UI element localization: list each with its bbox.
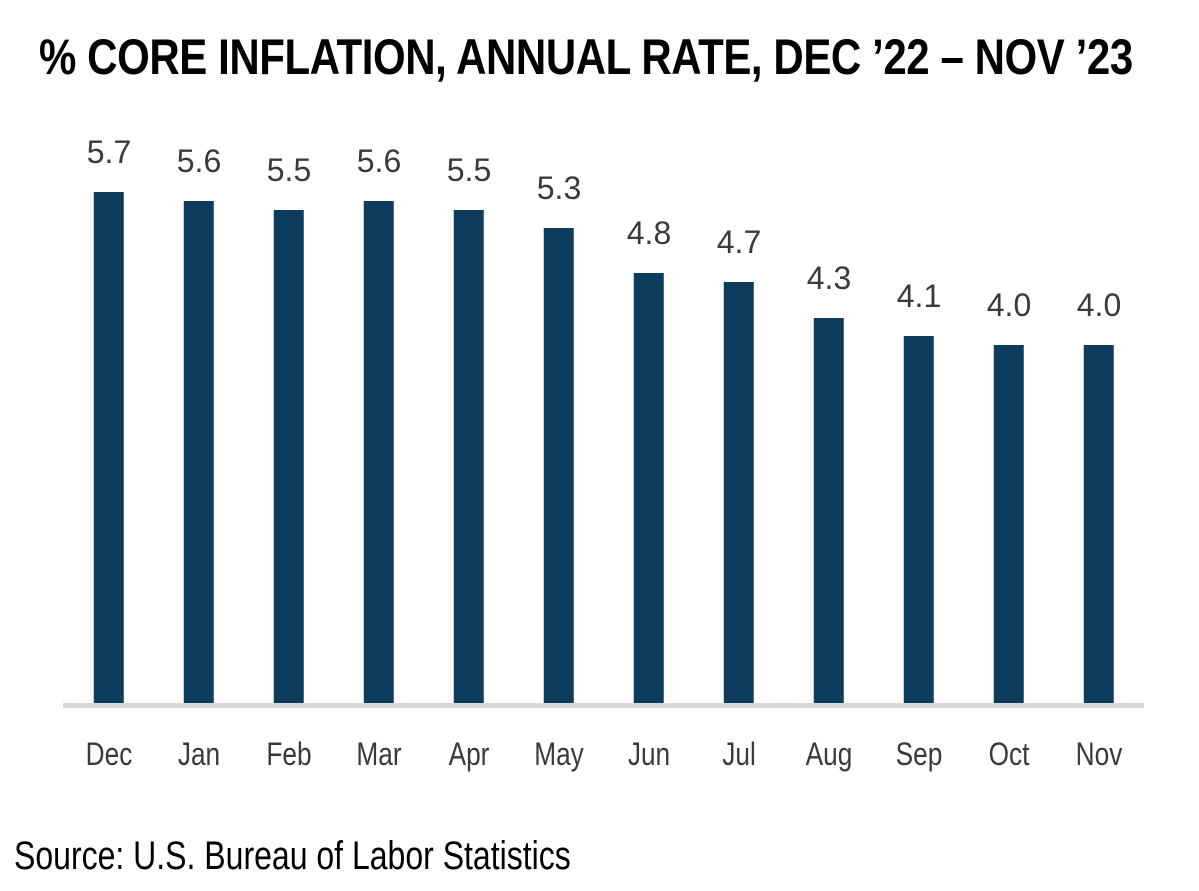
x-axis-tick-label: Oct <box>988 736 1030 772</box>
bar-group-may: 5.3 <box>537 172 581 703</box>
bar-value-label: 4.3 <box>806 260 852 296</box>
bar-value-label: 4.1 <box>896 278 942 314</box>
bar <box>903 336 934 703</box>
bar <box>273 210 304 703</box>
bar-value-label: 5.3 <box>536 170 582 206</box>
bar <box>453 210 484 703</box>
bar-value-label: 4.0 <box>1076 287 1122 323</box>
bar-group-jul: 4.7 <box>717 226 761 703</box>
x-axis-tick-label: Mar <box>356 736 402 772</box>
bar <box>543 228 574 703</box>
bar <box>723 282 754 703</box>
bar-value-label: 4.7 <box>716 224 762 260</box>
bar-value-label: 5.5 <box>266 152 312 188</box>
x-axis-tick-label: Aug <box>805 736 853 772</box>
bar <box>813 318 844 703</box>
bar-group-jan: 5.6 <box>177 145 221 703</box>
x-axis-tick-label: Dec <box>85 736 133 772</box>
bar <box>1083 345 1114 703</box>
x-axis-tick-label: May <box>534 736 584 772</box>
bar-group-sep: 4.1 <box>897 280 941 703</box>
bar-group-dec: 5.7 <box>87 136 131 703</box>
x-axis-tick-label: Feb <box>266 736 312 772</box>
bar-group-aug: 4.3 <box>807 262 851 703</box>
x-axis-line <box>63 703 1144 708</box>
bar-value-label: 5.6 <box>176 143 222 179</box>
bar <box>633 273 664 703</box>
bar-group-mar: 5.6 <box>357 145 401 703</box>
bar-group-apr: 5.5 <box>447 154 491 703</box>
source-note: Source: U.S. Bureau of Labor Statistics <box>14 834 571 878</box>
bar-value-label: 4.0 <box>986 287 1032 323</box>
bar-value-label: 5.5 <box>446 152 492 188</box>
bar-group-jun: 4.8 <box>627 217 671 703</box>
bar <box>93 192 124 703</box>
x-axis-tick-label: Nov <box>1075 736 1123 772</box>
bar-value-label: 4.8 <box>626 215 672 251</box>
bar-group-feb: 5.5 <box>267 154 311 703</box>
x-axis-tick-label: Jul <box>722 736 756 772</box>
x-axis-tick-label: Sep <box>895 736 943 772</box>
bar-group-nov: 4.0 <box>1077 289 1121 703</box>
chart-title: % CORE INFLATION, ANNUAL RATE, DEC ’22 –… <box>39 29 1133 85</box>
bar <box>363 201 394 703</box>
bar <box>183 201 214 703</box>
x-axis-tick-label: Jun <box>627 736 671 772</box>
bar-value-label: 5.6 <box>356 143 402 179</box>
x-axis-tick-label: Apr <box>448 736 490 772</box>
x-axis-tick-label: Jan <box>177 736 221 772</box>
bar-group-oct: 4.0 <box>987 289 1031 703</box>
bar <box>993 345 1024 703</box>
bar-value-label: 5.7 <box>86 134 132 170</box>
